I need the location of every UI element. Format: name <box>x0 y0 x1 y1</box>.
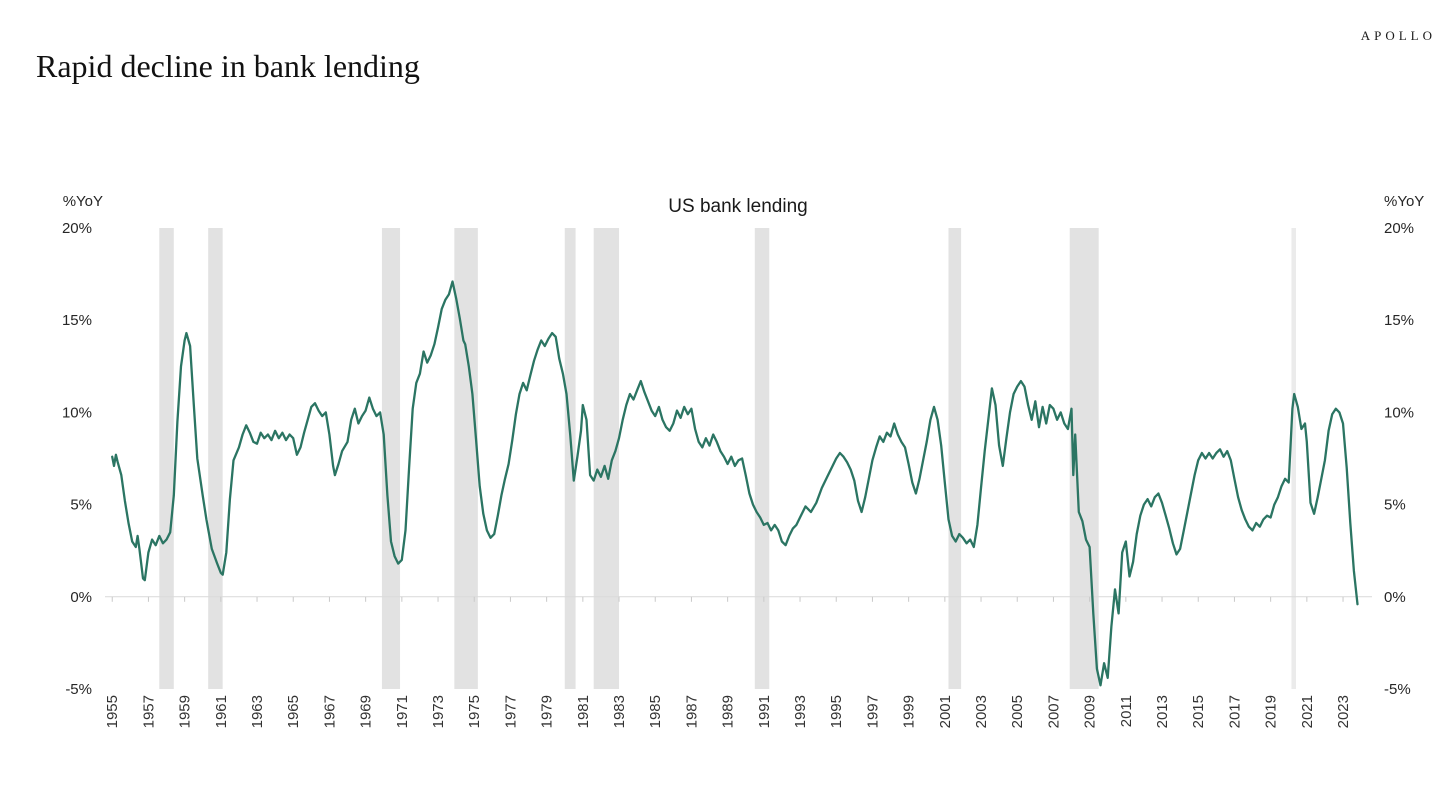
x-tick-label: 2009 <box>1082 695 1099 728</box>
x-tick-label: 1981 <box>575 695 592 728</box>
x-tick-label: 1997 <box>864 695 881 728</box>
line-chart: 20% 20%15% 15%10% 10%5% 5%0% 0%-5% -5% 1955 195… <box>62 193 1424 728</box>
x-tick-label: 1989 <box>720 695 737 728</box>
y-tick-label-right: 15% <box>1384 312 1414 329</box>
chart-area: 20% 20% 15% 15% 10% 10% 5% 5% 0% 0% -5% -5% 1955 195… <box>0 160 1456 800</box>
y-tick-label-right: 0% <box>1384 589 1406 606</box>
y-tick-label-left: 0% <box>70 589 92 606</box>
recession-band <box>564 228 576 689</box>
recession-band <box>1291 228 1296 689</box>
x-tick-label: 1995 <box>828 695 845 728</box>
x-tick-label: 2019 <box>1263 695 1280 728</box>
y-tick-label-right: 5% <box>1384 497 1406 514</box>
x-tick-label: 1967 <box>321 695 338 728</box>
x-axis-ticks: 1955 1957 1959 1961 1963 1965 1967 1969 1971 1973… <box>104 695 1352 728</box>
x-tick-label: 2017 <box>1226 695 1243 728</box>
x-tick-label: 2021 <box>1299 695 1316 728</box>
recession-band <box>754 228 770 689</box>
recession-band <box>948 228 962 689</box>
x-tick-label: 1961 <box>213 695 230 728</box>
x-tick-label: 2023 <box>1335 695 1352 728</box>
x-tick-label: 2007 <box>1045 695 1062 728</box>
recession-band <box>454 228 478 689</box>
y-tick-label-left: 15% <box>62 312 92 329</box>
y-tick-label-right: 20% <box>1384 220 1414 237</box>
recession-band <box>159 228 174 689</box>
x-tick-label: 2003 <box>973 695 990 728</box>
y-axis-unit-left: %YoY <box>63 193 103 210</box>
x-tick-label: 2013 <box>1154 695 1171 728</box>
x-tick-label: 1955 <box>104 695 121 728</box>
x-tick-label: 1959 <box>177 695 194 728</box>
chart-title: US bank lending <box>668 196 807 217</box>
page-title: Rapid decline in bank lending <box>36 48 420 84</box>
x-tick-label: 1971 <box>394 695 411 728</box>
y-tick-label-right: -5% <box>1384 681 1411 698</box>
x-tick-label: 1985 <box>647 695 664 728</box>
series-layer <box>111 280 1359 687</box>
x-tick-label: 2001 <box>937 695 954 728</box>
x-tick-label: 1993 <box>792 695 809 728</box>
y-axis-unit-right: %YoY <box>1384 193 1424 210</box>
x-tick-label: 1969 <box>358 695 375 728</box>
x-tick-label: 1977 <box>502 695 519 728</box>
y-tick-label-left: 20% <box>62 220 92 237</box>
x-tick-label: 1987 <box>683 695 700 728</box>
y-tick-label-left: 5% <box>70 497 92 514</box>
gridline-layer <box>105 596 1372 602</box>
x-tick-label: 1975 <box>466 695 483 728</box>
x-tick-label: 1979 <box>539 695 556 728</box>
x-tick-label: 1999 <box>901 695 918 728</box>
x-tick-label: 1973 <box>430 695 447 728</box>
y-axis-ticks: 20% 20% 15% 15% 10% 10% 5% 5% 0% 0% -5% -5% <box>62 220 1414 698</box>
x-tick-label: 1965 <box>285 695 302 728</box>
y-tick-label-right: 10% <box>1384 404 1414 421</box>
y-tick-label-left: -5% <box>65 681 92 698</box>
x-tick-label: 1991 <box>756 695 773 728</box>
recession-bands-layer <box>159 228 1296 689</box>
y-tick-label-left: 10% <box>62 404 92 421</box>
x-tick-label: 1983 <box>611 695 628 728</box>
recession-band <box>381 228 401 689</box>
recession-band <box>593 228 620 689</box>
apollo-logo: APOLLO <box>1360 28 1436 43</box>
recession-band <box>208 228 223 689</box>
x-tick-label: 2011 <box>1118 695 1135 727</box>
x-tick-label: 1957 <box>140 695 157 728</box>
x-tick-label: 1963 <box>249 695 266 728</box>
x-tick-label: 2005 <box>1009 695 1026 728</box>
x-tick-label: 2015 <box>1190 695 1207 728</box>
lending-series-line <box>111 280 1359 687</box>
